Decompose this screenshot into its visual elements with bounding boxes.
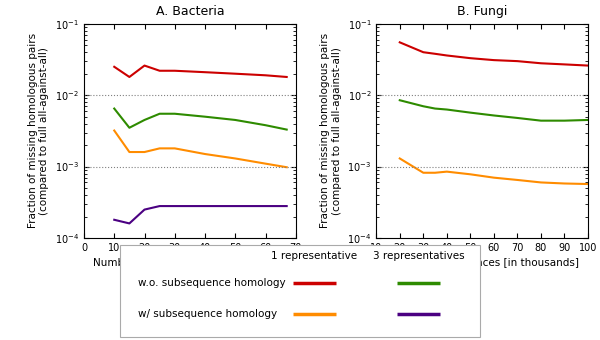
Title: B. Fungi: B. Fungi <box>457 5 508 18</box>
Text: 1 representative: 1 representative <box>271 251 358 261</box>
Text: w.o. subsequence homology: w.o. subsequence homology <box>138 278 286 288</box>
Text: 3 representatives: 3 representatives <box>373 251 464 261</box>
X-axis label: Number of sequences [in thousands]: Number of sequences [in thousands] <box>386 258 578 268</box>
Y-axis label: Fraction of missing homologous pairs
(compared to full all-against-all): Fraction of missing homologous pairs (co… <box>320 33 341 228</box>
Text: w/ subsequence homology: w/ subsequence homology <box>138 309 277 319</box>
FancyBboxPatch shape <box>120 245 480 337</box>
Y-axis label: Fraction of missing homologous pairs
(compared to full all-against-all): Fraction of missing homologous pairs (co… <box>28 33 49 228</box>
Title: A. Bacteria: A. Bacteria <box>155 5 224 18</box>
X-axis label: Number of sequences [in thousands]: Number of sequences [in thousands] <box>94 258 286 268</box>
